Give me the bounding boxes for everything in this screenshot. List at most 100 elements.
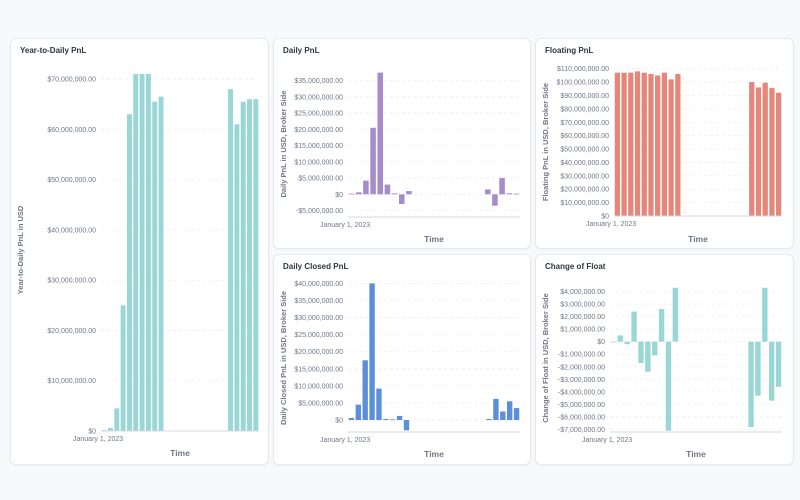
y-tick-label: $40,000,000.00 [47,227,96,234]
bar [126,114,132,431]
bar [776,92,782,216]
y-tick-label: -$1,000,000.00 [558,352,605,359]
bar [369,283,375,421]
x-tick-label: January 1, 2023 [320,437,370,444]
bar [655,75,661,216]
bar [638,341,644,364]
bar [398,194,405,205]
bar [348,417,355,421]
y-tick-label: $0 [335,418,343,425]
chart-title: Year-to-Daily PnL [20,46,87,55]
y-tick-label: -$7,000,000.00 [558,427,605,434]
bar [391,193,398,195]
bar [383,419,389,421]
y-tick-label: $60,000,000.00 [560,133,609,140]
y-tick-label: $20,000,000.00 [560,187,609,194]
y-tick-label: $10,000,000.00 [294,159,343,166]
card-daily-closed-pnl: Daily Closed PnL $0 $5,000,000.00 $10,000,… [273,254,531,465]
bar [634,71,641,216]
y-axis-title: Year-to-Daily PnL in USD [16,205,25,294]
bar [486,419,492,421]
y-tick-label: $40,000,000.00 [294,281,343,288]
card-change-of-float: Change of Float -$7,000,000.00 -$6,000,00… [535,254,794,465]
bar [631,311,637,342]
bar [384,184,391,195]
y-tick-label: $20,000,000.00 [294,349,343,356]
bar [114,408,120,431]
y-tick-label: $10,000,000.00 [47,378,96,385]
bar [661,72,668,216]
bar [493,398,499,421]
y-tick-label: $10,000,000.00 [560,200,609,207]
bar [672,287,679,342]
bar [641,72,647,216]
y-tick-label: $25,000,000.00 [294,111,343,118]
y-tick-label: $20,000,000.00 [294,127,343,134]
bar [396,415,403,421]
bar [628,72,634,216]
daily-pnl-chart: -$5,000,000.00 $0 $5,000,000.00 $10,000,000… [279,72,520,244]
bar [253,99,259,431]
y-tick-label: $50,000,000.00 [560,147,609,154]
ytd-pnl-chart: $0 $10,000,000.00 $20,000,000.00 $30,000,00… [16,74,259,458]
y-tick-label: $3,000,000.00 [560,302,605,309]
x-tick-label: January 1, 2023 [582,437,632,444]
x-axis-title: Time [686,449,706,459]
y-tick-label: $5,000,000.00 [298,176,343,183]
chart-title: Daily Closed PnL [283,262,349,271]
y-tick-label: $90,000,000.00 [560,93,609,100]
bar [152,101,158,432]
y-tick-label: $15,000,000.00 [294,366,343,373]
y-tick-label: $100,000,000.00 [556,80,609,87]
bar [617,335,624,342]
bar [769,88,775,216]
y-tick-label: $10,000,000.00 [294,383,343,390]
y-tick-label: $35,000,000.00 [294,298,343,305]
y-axis-title: Floating PnL in USD, Broker Side [541,83,550,201]
y-tick-label: -$3,000,000.00 [558,377,605,384]
y-tick-label: -$5,000,000.00 [558,402,605,409]
y-tick-label: $30,000,000.00 [47,278,96,285]
bar [749,82,755,216]
card-ytd-pnl: Year-to-Daily PnL $0 $10,000,000.00 $20,00… [10,38,269,465]
chart-title: Floating PnL [545,46,594,55]
card-floating-pnl: Floating PnL $0 $10,000,000.00 $20,000,000… [535,38,794,249]
y-tick-label: $1,000,000.00 [560,327,605,334]
y-tick-label: $50,000,000.00 [47,177,96,184]
bar [652,341,658,356]
bar [240,101,246,432]
bar [355,192,362,195]
x-axis-title: Time [424,234,444,244]
bar [762,287,768,342]
bar [506,401,513,421]
y-axis-title: Change of Float in USD, Broker Side [541,293,550,423]
y-tick-label: $0 [88,429,96,436]
bar [406,191,412,195]
y-tick-label: $0 [597,339,605,346]
y-tick-label: $70,000,000.00 [560,120,609,127]
y-tick-label: $60,000,000.00 [47,127,96,134]
x-axis-title: Time [424,449,444,459]
bar [247,99,252,431]
bar [513,408,520,421]
y-tick-label: $35,000,000.00 [294,78,343,85]
bar [133,74,139,432]
y-tick-label: $5,000,000.00 [298,400,343,407]
bar [376,388,382,421]
y-tick-label: $70,000,000.00 [47,77,96,84]
bar [762,82,768,216]
bar [668,79,674,216]
bar [499,178,505,195]
bar [362,360,368,421]
y-tick-label: $20,000,000.00 [47,328,96,335]
bar [139,74,145,432]
bar [101,429,107,431]
y-tick-label: $110,000,000.00 [557,66,609,73]
y-tick-label: $30,000,000.00 [294,315,343,322]
floating-pnl-chart: $0 $10,000,000.00 $20,000,000.00 $30,000,00… [541,66,782,244]
chart-title: Daily PnL [283,46,320,55]
x-tick-label: January 1, 2023 [586,221,636,228]
y-tick-label: -$4,000,000.00 [558,389,605,396]
y-tick-label: $0 [601,214,609,221]
bar [755,87,762,216]
